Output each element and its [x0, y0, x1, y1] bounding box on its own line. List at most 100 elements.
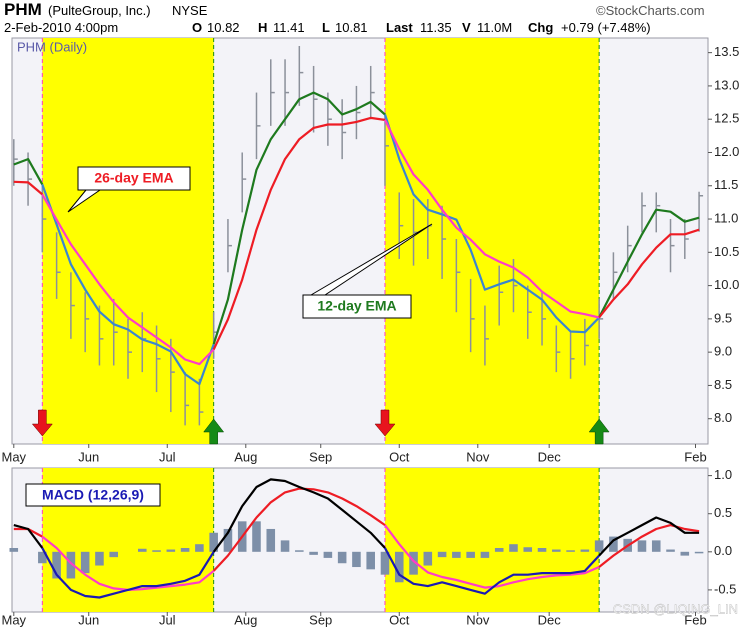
macd-line [41, 547, 215, 599]
date: 2-Feb-2010 4:00pm [4, 20, 119, 35]
ema-line [212, 116, 386, 350]
histogram-bar [423, 551, 433, 566]
histogram-bar [223, 528, 233, 552]
y-tick-label: 9.0 [714, 344, 732, 359]
x-tick-label: Feb [684, 612, 706, 627]
histogram-bar [666, 549, 675, 552]
buy-arrow [588, 418, 610, 445]
y-tick-label: 12.5 [714, 111, 739, 126]
y-tick-label: 0.5 [714, 505, 732, 520]
histogram-bar [137, 548, 147, 552]
macd-line [212, 478, 386, 553]
change-label: Chg [528, 20, 554, 35]
y-tick-label: 10.0 [714, 277, 739, 292]
low: 10.81 [335, 20, 368, 35]
histogram-bar [252, 521, 261, 552]
high: 11.41 [273, 20, 305, 35]
x-tick-label: Feb [684, 449, 706, 464]
macd-line [598, 516, 700, 557]
x-tick-label: May [2, 449, 27, 464]
y-tick-label: 13.0 [714, 77, 739, 92]
histogram-bar [95, 551, 104, 566]
histogram-bar [180, 548, 190, 552]
company: (PulteGroup, Inc.) [48, 3, 151, 18]
macd-line [13, 524, 44, 549]
last-label: Last [386, 20, 413, 35]
chart-title: MACD (12,26,9) [42, 487, 144, 503]
histogram-bar [409, 551, 418, 575]
histogram-bar [195, 544, 204, 552]
callout-box [77, 166, 191, 191]
open-label: O [192, 20, 203, 35]
macd-line [212, 487, 386, 572]
volume: 11.0M [477, 20, 513, 35]
x-tick-label: Dec [538, 449, 562, 464]
shaded-region [384, 468, 600, 612]
histogram-bar [480, 551, 490, 558]
high-label: H [258, 20, 268, 35]
histogram-bar [580, 549, 590, 552]
x-tick-label: Dec [538, 612, 562, 627]
y-tick-label: 11.0 [714, 210, 738, 225]
ema-line [598, 208, 700, 319]
x-tick-label: Oct [389, 449, 410, 464]
low-label: L [322, 20, 330, 35]
y-tick-label: 8.0 [714, 410, 732, 425]
histogram-bar [323, 551, 333, 558]
callout-box [302, 294, 412, 319]
legend-label: 12-day EMA [317, 298, 396, 314]
histogram-bar [166, 549, 176, 552]
x-tick-label: Jul [159, 612, 176, 627]
ema-line [41, 193, 215, 366]
histogram-bar [552, 549, 561, 552]
x-tick-label: May [2, 612, 27, 627]
histogram-bar [337, 551, 347, 564]
ema-line [212, 91, 386, 345]
histogram-bar [651, 540, 661, 552]
y-tick-label: 11.5 [714, 177, 738, 192]
histogram-bar [280, 540, 290, 552]
ema-line [13, 158, 44, 185]
y-tick-label: 0.0 [714, 543, 732, 558]
histogram-bar [537, 548, 547, 552]
title-box [25, 483, 161, 507]
macd-line [598, 524, 700, 568]
x-tick-label: Nov [466, 612, 490, 627]
legend-label: 26-day EMA [94, 170, 173, 186]
x-tick-label: Jul [159, 449, 176, 464]
histogram-bar [266, 528, 276, 552]
ema-line [598, 228, 700, 319]
histogram-bar [366, 551, 375, 570]
histogram-bar [509, 544, 518, 552]
volume-label: V [462, 20, 471, 35]
ema-line [383, 114, 600, 334]
x-tick-label: Sep [309, 449, 332, 464]
x-tick-label: Jun [78, 612, 99, 627]
open: 10.82 [207, 20, 240, 35]
histogram-bar [680, 551, 690, 556]
symbol: PHM [4, 0, 42, 19]
histogram-bar [52, 551, 61, 579]
x-tick-label: Aug [234, 449, 257, 464]
histogram-bar [352, 551, 361, 568]
histogram-bar [466, 551, 475, 558]
last: 11.35 [420, 20, 452, 35]
histogram-bar [452, 551, 461, 558]
histogram-bar [152, 550, 161, 552]
histogram-bar [9, 548, 19, 552]
histogram-bar [594, 540, 604, 552]
histogram-bar [209, 532, 218, 552]
histogram-bar [309, 551, 318, 555]
histogram-bar [66, 551, 76, 579]
histogram-bar [609, 536, 618, 552]
x-tick-label: Nov [466, 449, 490, 464]
histogram-bar [566, 550, 575, 552]
histogram-bar [523, 547, 533, 552]
sell-arrow [374, 409, 396, 437]
histogram-bar [637, 540, 647, 552]
ema-line [13, 180, 44, 196]
watermark: CSDN @LIQING_LIN [613, 601, 738, 616]
histogram-bar [380, 551, 390, 575]
histogram-bar [38, 551, 47, 564]
